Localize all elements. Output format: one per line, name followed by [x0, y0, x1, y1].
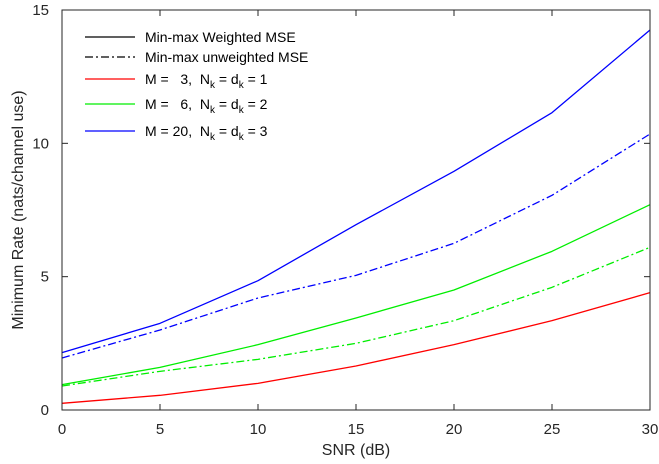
axis-layer: 0 5 10 15 20 25 30 0 5 10 15: [32, 2, 658, 438]
x-tick-label: 20: [446, 421, 463, 438]
y-tick-label: 5: [41, 269, 49, 286]
x-axis-title: SNR (dB): [322, 442, 390, 459]
x-tick-label: 5: [156, 421, 164, 438]
series-layer: [61, 29, 651, 404]
legend-label: M = 3, Nk = dk = 1: [145, 71, 268, 91]
y-tick-label: 10: [32, 135, 49, 152]
y-tick-label: 0: [41, 402, 49, 419]
plot-area: [62, 10, 650, 410]
x-tick-label: 15: [348, 421, 365, 438]
series-line-m-20-weighted: [61, 29, 651, 354]
y-axis-title: Minimum Rate (nats/channel use): [10, 90, 27, 329]
legend-label: Min-max unweighted MSE: [145, 49, 308, 65]
series-line-m-20-unweighted: [61, 133, 651, 359]
legend-label: M = 20, Nk = dk = 3: [145, 123, 268, 143]
x-tick-label: 25: [544, 421, 561, 438]
x-tick-label: 30: [642, 421, 659, 438]
series-line-m-3-weighted: [61, 292, 651, 404]
legend-label: Min-max Weighted MSE: [145, 29, 296, 45]
legend-label: M = 6, Nk = dk = 2: [145, 96, 268, 116]
series-line-m-6-unweighted: [61, 246, 651, 387]
series-line-m-6-weighted: [61, 204, 651, 386]
legend: Min-max Weighted MSE Min-max unweighted M…: [85, 29, 308, 143]
y-tick-label: 15: [32, 2, 49, 19]
x-tick-label: 0: [58, 421, 66, 438]
x-tick-label: 10: [250, 421, 267, 438]
